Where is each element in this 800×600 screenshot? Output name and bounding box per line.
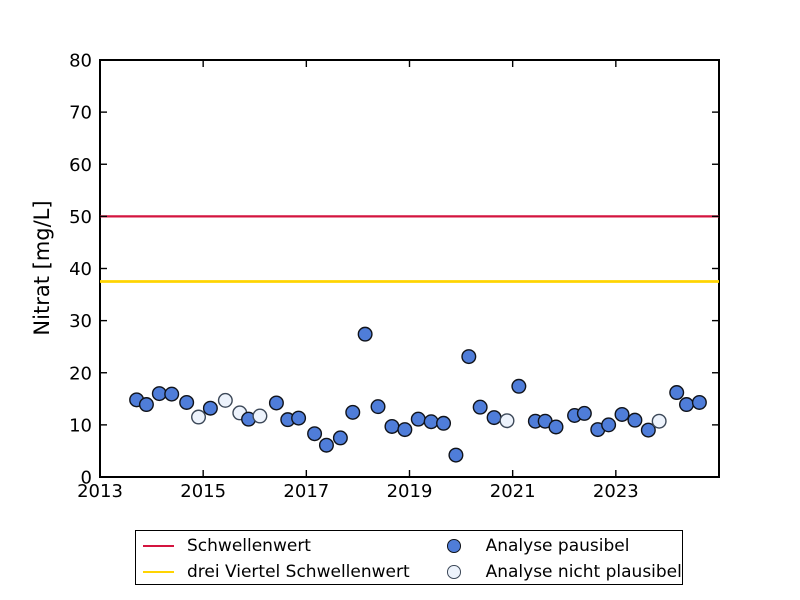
y-tick-label: 50 (69, 207, 92, 228)
red-line-swatch-icon (143, 544, 174, 548)
filled-circle-swatch-icon (447, 539, 461, 553)
data-point-plausibel (461, 349, 477, 365)
data-point-plausibel (576, 405, 592, 421)
data-point-plausibel (268, 395, 284, 411)
chart-legend: Schwellenwert drei Viertel Schwellenwert… (135, 530, 683, 585)
data-point-plausibel (332, 430, 348, 446)
data-point-plausibel (679, 397, 695, 413)
legend-label: Analyse nicht plausibel (485, 562, 682, 582)
y-tick-label: 30 (69, 311, 92, 332)
data-point-plausibel (318, 437, 334, 453)
y-tick-label: 10 (69, 415, 92, 436)
x-tick-label: 2013 (77, 481, 123, 502)
data-point-nicht-plausibel (217, 392, 233, 408)
data-point-plausibel (345, 404, 361, 420)
legend-label: Analyse pausibel (485, 536, 630, 556)
data-point-plausibel (370, 399, 386, 415)
legend-label: Schwellenwert (187, 536, 311, 556)
data-point-plausibel (357, 326, 373, 342)
legend-item-schwellenwert: Schwellenwert (136, 533, 419, 559)
y-tick-label: 40 (69, 259, 92, 280)
data-point-plausibel (627, 412, 643, 428)
x-tick-label: 2021 (490, 481, 536, 502)
data-point-plausibel (384, 418, 400, 434)
data-point-plausibel (669, 385, 685, 401)
data-point-plausibel (436, 415, 452, 431)
x-tick-label: 2023 (593, 481, 639, 502)
y-axis-title: Nitrat [mg/L] (30, 200, 54, 335)
data-point-plausibel (202, 400, 218, 416)
legend-item-drei-viertel-schwellenwert: drei Viertel Schwellenwert (136, 559, 419, 585)
legend-item-analyse-pausibel: Analyse pausibel (419, 533, 682, 559)
x-tick-label: 2019 (387, 481, 433, 502)
data-point-plausibel (511, 378, 527, 394)
data-point-nicht-plausibel (191, 409, 207, 425)
data-point-plausibel (138, 397, 154, 413)
y-tick-label: 0 (81, 468, 92, 489)
data-point-plausibel (486, 410, 502, 426)
data-point-plausibel (472, 399, 488, 415)
y-tick-label: 20 (69, 363, 92, 384)
data-point-plausibel (164, 386, 180, 402)
data-point-plausibel (601, 417, 617, 433)
data-point-plausibel (410, 411, 426, 427)
data-point-plausibel (548, 419, 564, 435)
data-point-plausibel (691, 394, 707, 410)
data-point-nicht-plausibel (252, 408, 268, 424)
x-tick-label: 2015 (180, 481, 226, 502)
data-point-nicht-plausibel (499, 413, 515, 429)
data-point-plausibel (151, 386, 167, 402)
y-tick-label: 60 (69, 155, 92, 176)
y-tick-label: 80 (69, 51, 92, 72)
open-circle-swatch-icon (447, 565, 461, 579)
legend-item-analyse-nicht-plausibel: Analyse nicht plausibel (419, 559, 682, 585)
data-point-plausibel (614, 406, 630, 422)
gold-line-swatch-icon (143, 570, 174, 574)
data-point-plausibel (291, 410, 307, 426)
x-tick-label: 2017 (283, 481, 329, 502)
data-point-plausibel (448, 447, 464, 463)
data-point-plausibel (307, 426, 323, 442)
data-point-plausibel (640, 422, 656, 438)
data-point-plausibel (423, 414, 439, 430)
legend-label: drei Viertel Schwellenwert (187, 562, 410, 582)
data-point-plausibel (397, 422, 413, 438)
data-point-plausibel (179, 394, 195, 410)
y-tick-label: 70 (69, 103, 92, 124)
data-point-nicht-plausibel (651, 413, 667, 429)
